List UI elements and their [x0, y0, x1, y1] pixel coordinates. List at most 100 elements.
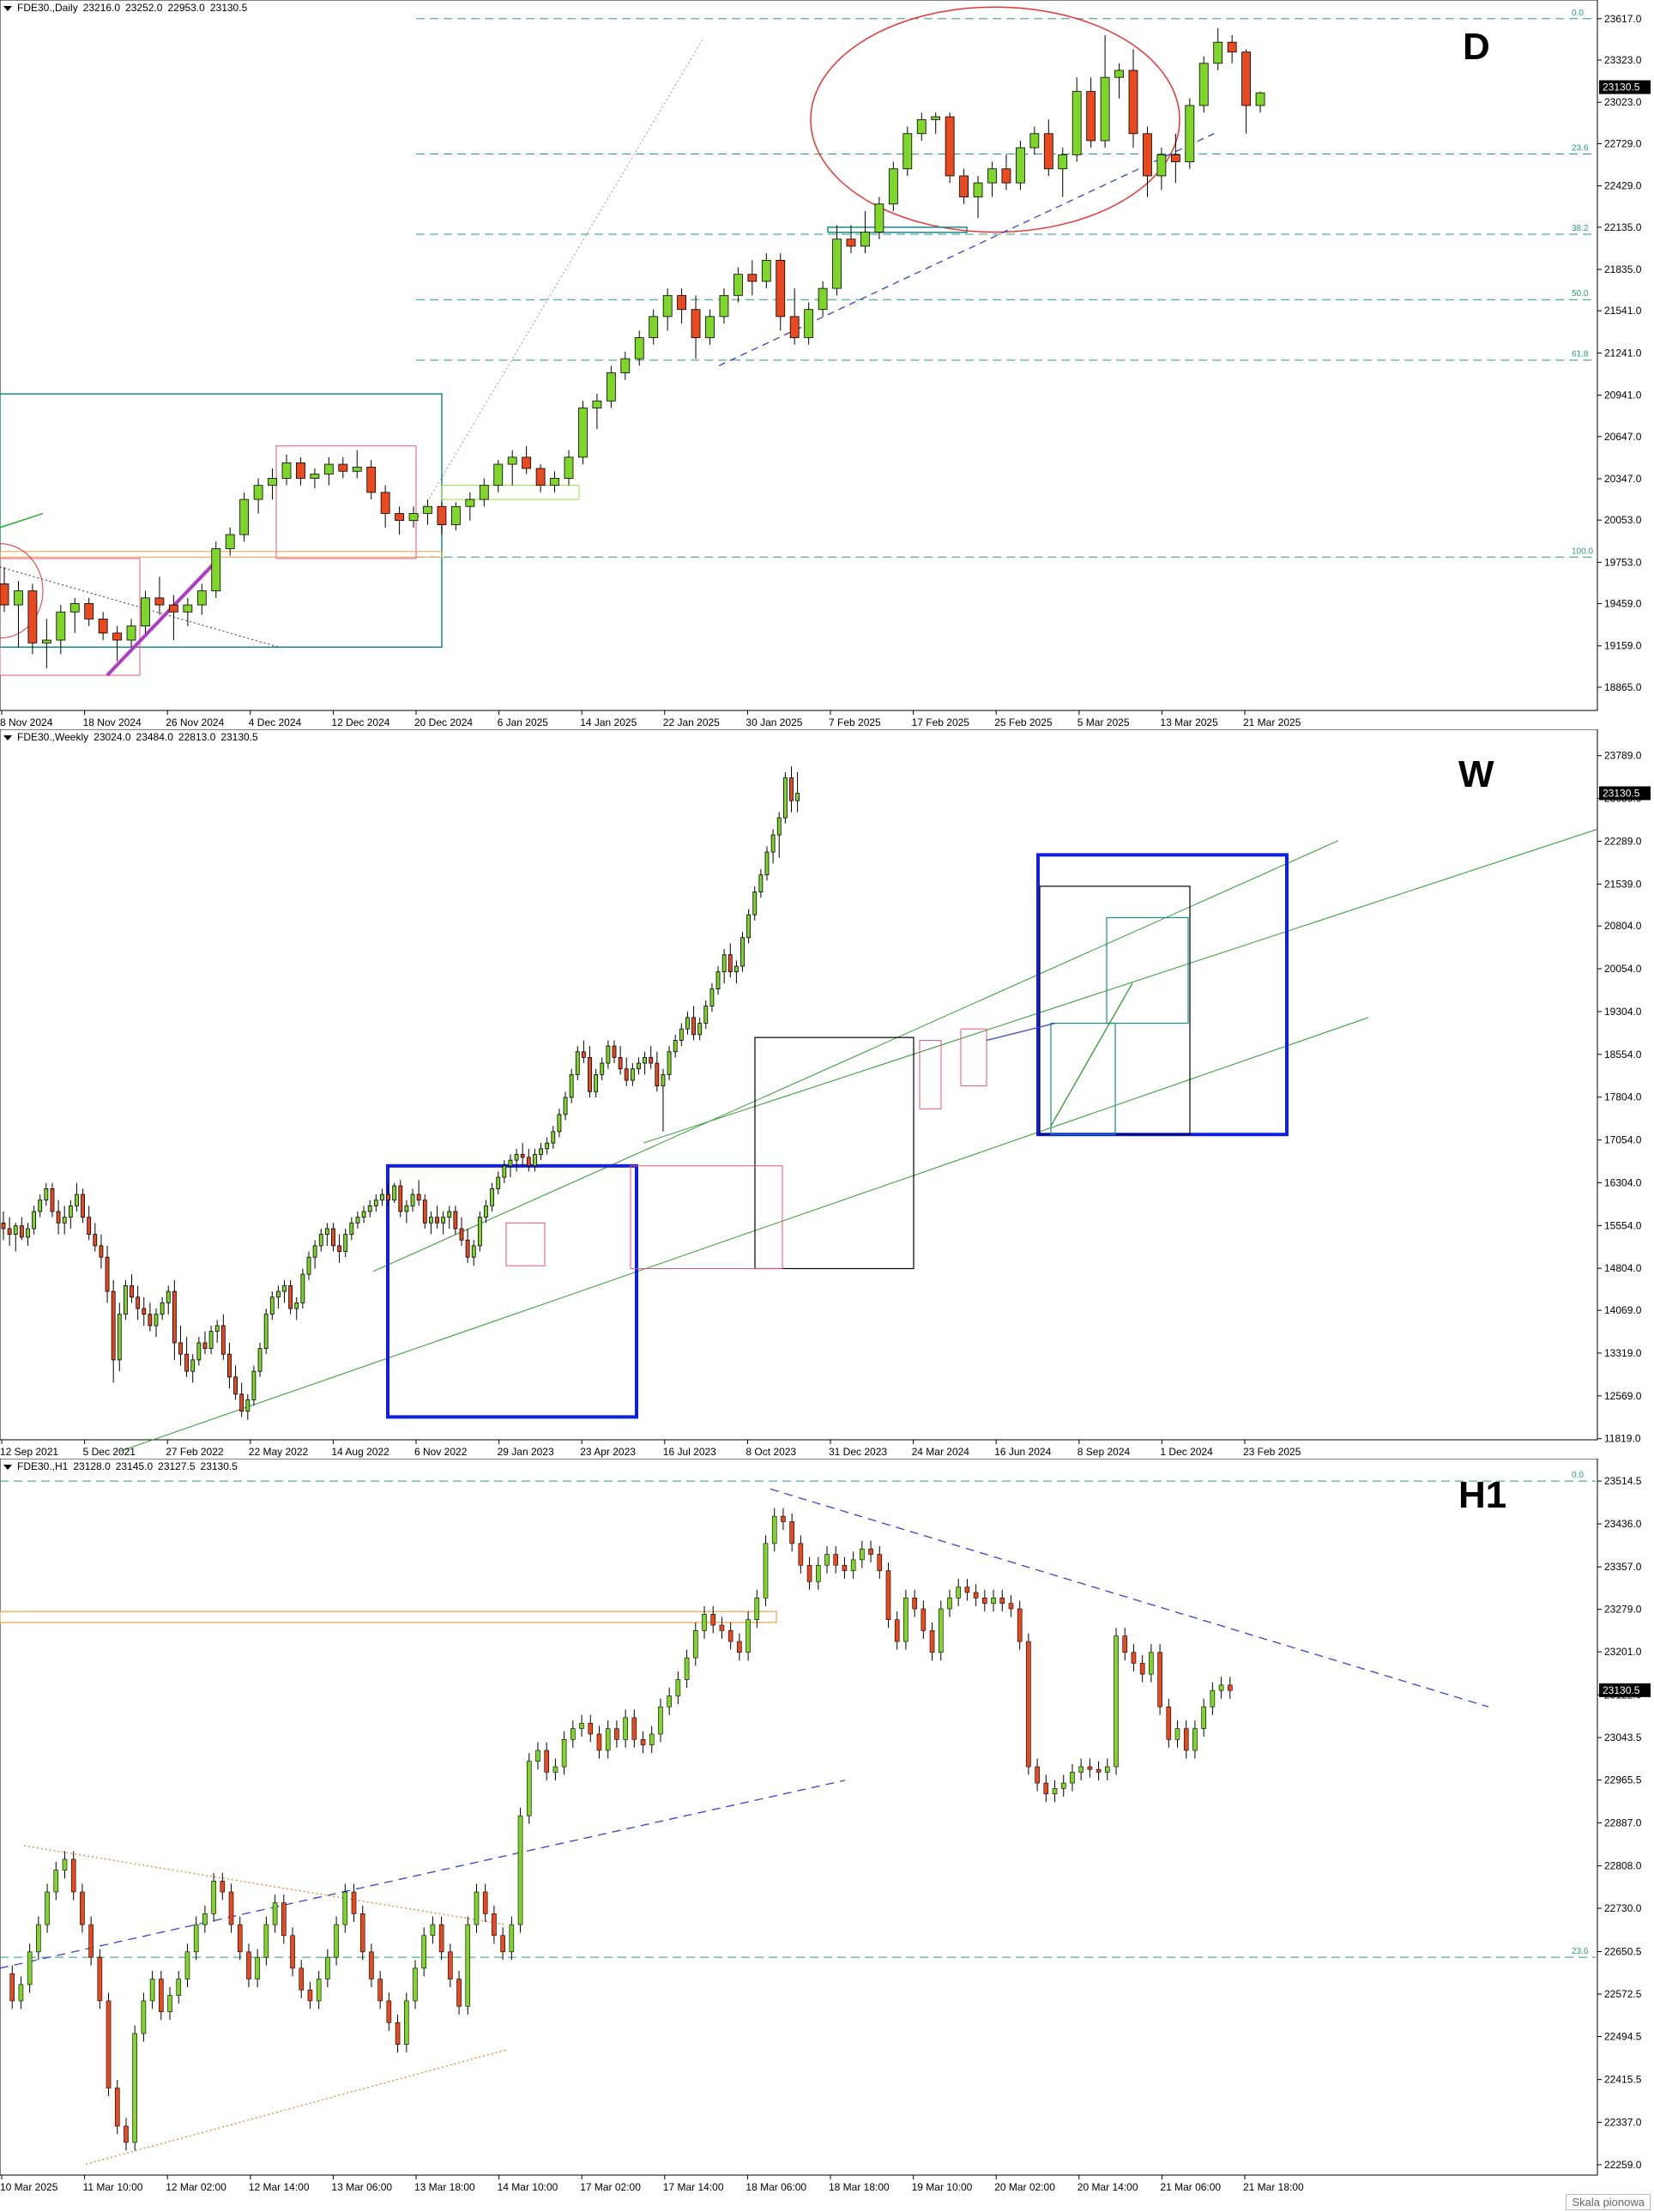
candle-body	[227, 1353, 232, 1378]
candle-body	[709, 988, 715, 1006]
y-tick-label: 20647.0	[1604, 431, 1642, 443]
dropdown-triangle-icon[interactable]	[3, 5, 12, 11]
candle-body	[318, 1234, 323, 1247]
candle-body	[684, 1657, 690, 1680]
candle-body	[535, 1750, 540, 1762]
candle-body	[159, 1979, 164, 2012]
orange-zone	[0, 1611, 777, 1623]
candle-body	[172, 1290, 177, 1344]
x-tick-label: 12 Mar 02:00	[166, 2181, 226, 2193]
candle-body	[331, 1228, 335, 1247]
candle-body	[1071, 91, 1082, 155]
candle-body	[296, 462, 305, 479]
candle-body	[740, 937, 745, 967]
candle-body	[202, 1913, 208, 1925]
candle-body	[705, 316, 715, 338]
dropdown-triangle-icon[interactable]	[3, 734, 12, 740]
candle-body	[166, 1290, 171, 1303]
candle-body	[655, 1062, 660, 1087]
candle-body	[310, 474, 320, 479]
y-tick-label: 19159.0	[1604, 640, 1642, 652]
x-tick-label: 31 Dec 2023	[829, 1446, 887, 1458]
candle-body	[1001, 168, 1011, 184]
daily-chart-pane[interactable]: 0.0 23.6 38.2 50.0 61.8 100.0 23617.0 23323.0 23…	[0, 0, 1654, 729]
candle-body	[70, 1858, 76, 1893]
candle-body	[68, 1205, 73, 1218]
x-tick-label: 11 Mar 10:00	[83, 2181, 143, 2193]
candle-body	[325, 1956, 330, 1979]
x-tick-label: 19 Mar 10:00	[912, 2181, 973, 2193]
teal-box	[1050, 1022, 1116, 1135]
candle-body	[520, 1154, 525, 1158]
daily-open: 23216.0	[82, 2, 121, 14]
candle-body	[782, 777, 788, 819]
candle-body	[106, 2000, 112, 2088]
weekly-symbol: FDE30.,Weekly	[17, 731, 89, 743]
x-tick-label: 13 Mar 2025	[1160, 716, 1218, 728]
candle-body	[19, 1225, 24, 1238]
candle-body	[114, 2088, 120, 2127]
y-tick-label: 22887.0	[1604, 1816, 1642, 1828]
y-tick-label: 22429.0	[1604, 180, 1642, 192]
candle-body	[606, 1045, 611, 1064]
candle-body	[982, 1598, 987, 1604]
candle-body	[631, 1717, 637, 1740]
candle-body	[269, 1296, 275, 1315]
candle-body	[987, 168, 997, 184]
candle-body	[349, 1222, 354, 1235]
x-tick-label: 12 Sep 2021	[0, 1446, 58, 1458]
candle-body	[754, 1598, 760, 1620]
candle-body	[902, 133, 913, 170]
candle-body	[973, 1592, 979, 1599]
candle-body	[1105, 1766, 1110, 1773]
y-tick-label: 21541.0	[1604, 305, 1642, 317]
y-tick-label: 22289.0	[1604, 835, 1642, 847]
vertical-scale-button[interactable]: Skala pionowa	[1566, 2194, 1651, 2210]
candle-body	[643, 1057, 647, 1064]
current-price-marker	[1599, 80, 1651, 94]
candle-body	[290, 1935, 295, 1969]
candle-body	[408, 513, 419, 522]
h1-symbol: FDE30.,H1	[17, 1460, 69, 1472]
candle-body	[398, 1185, 403, 1212]
candle-body	[658, 1706, 663, 1735]
candle-body	[18, 1984, 24, 2002]
candle-body	[377, 1979, 383, 2002]
candle-body	[551, 1131, 556, 1144]
candle-body	[36, 1924, 41, 1953]
candle-body	[196, 1342, 202, 1361]
candle-body	[27, 590, 38, 644]
candle-body	[500, 1935, 505, 1953]
y-tick-label: 23436.0	[1604, 1518, 1642, 1530]
candle-body	[404, 1205, 409, 1212]
candle-body	[471, 1245, 476, 1258]
candle-body	[693, 1630, 698, 1659]
candle-body	[392, 1185, 397, 1201]
h1-chart-pane[interactable]: 0.0 23.6 23514.5 23436.0 23357.0 23279.0 23201…	[0, 1459, 1654, 2212]
candle-body	[403, 2000, 409, 2045]
candle-body	[526, 1761, 532, 1816]
candle-body	[973, 182, 983, 197]
candle-body	[366, 466, 377, 493]
weekly-chart-pane[interactable]: 23789.023039.022289.021539.020804.020054…	[0, 729, 1654, 1459]
candle-body	[667, 1695, 672, 1707]
candle-body	[999, 1598, 1005, 1604]
y-tick-label: 22572.5	[1604, 1988, 1642, 2000]
candle-body	[430, 1924, 436, 1937]
daily-close: 23130.5	[209, 2, 248, 14]
candle-body	[237, 1924, 243, 1953]
dropdown-triangle-icon[interactable]	[3, 1464, 12, 1470]
candle-body	[233, 1376, 238, 1395]
candle-body	[112, 632, 123, 641]
purple-trendline	[106, 557, 220, 677]
candle-body	[661, 1073, 666, 1087]
candle-body	[1058, 154, 1068, 170]
candle-body	[1026, 1641, 1031, 1768]
candle-body	[623, 1717, 628, 1740]
candle-body	[517, 1815, 523, 1925]
pink-box	[919, 1039, 942, 1109]
candle-body	[190, 1359, 196, 1372]
plot-frame	[0, 729, 1598, 1441]
candle-body	[612, 1045, 617, 1058]
candle-body	[246, 1951, 251, 1979]
